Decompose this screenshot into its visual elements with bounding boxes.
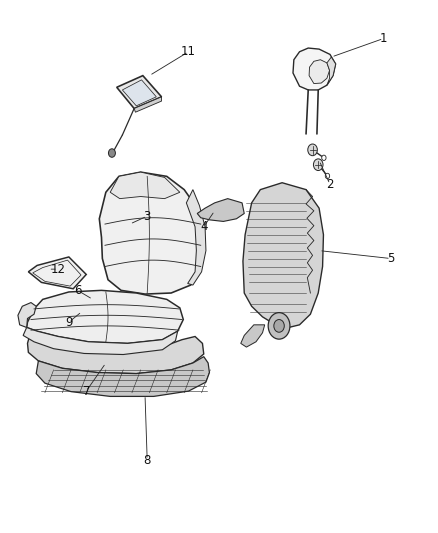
Text: 1: 1 [380, 32, 387, 45]
Text: 12: 12 [50, 263, 65, 276]
Polygon shape [23, 327, 178, 354]
Circle shape [109, 149, 116, 157]
Text: 11: 11 [181, 45, 196, 58]
Polygon shape [293, 48, 336, 90]
Polygon shape [99, 172, 204, 294]
Polygon shape [110, 172, 180, 199]
Text: 6: 6 [74, 284, 81, 297]
Circle shape [308, 144, 318, 156]
Polygon shape [122, 80, 156, 106]
Polygon shape [197, 199, 244, 221]
Text: 2: 2 [326, 178, 334, 191]
Circle shape [321, 155, 326, 160]
Polygon shape [18, 303, 36, 327]
Polygon shape [243, 183, 323, 327]
Circle shape [274, 319, 284, 332]
Polygon shape [36, 357, 209, 397]
Polygon shape [327, 57, 336, 85]
Polygon shape [134, 97, 162, 112]
Circle shape [268, 313, 290, 339]
Polygon shape [241, 325, 265, 347]
Polygon shape [186, 190, 206, 285]
Polygon shape [28, 257, 86, 289]
Polygon shape [27, 290, 184, 343]
Text: 4: 4 [200, 220, 208, 233]
Text: 7: 7 [82, 385, 90, 398]
Circle shape [314, 159, 323, 171]
Text: 3: 3 [144, 209, 151, 223]
Circle shape [325, 173, 330, 179]
Text: 5: 5 [387, 252, 395, 265]
Text: 9: 9 [65, 316, 73, 329]
Polygon shape [117, 76, 162, 109]
Polygon shape [309, 60, 329, 84]
Text: 8: 8 [144, 454, 151, 466]
Polygon shape [28, 335, 204, 374]
